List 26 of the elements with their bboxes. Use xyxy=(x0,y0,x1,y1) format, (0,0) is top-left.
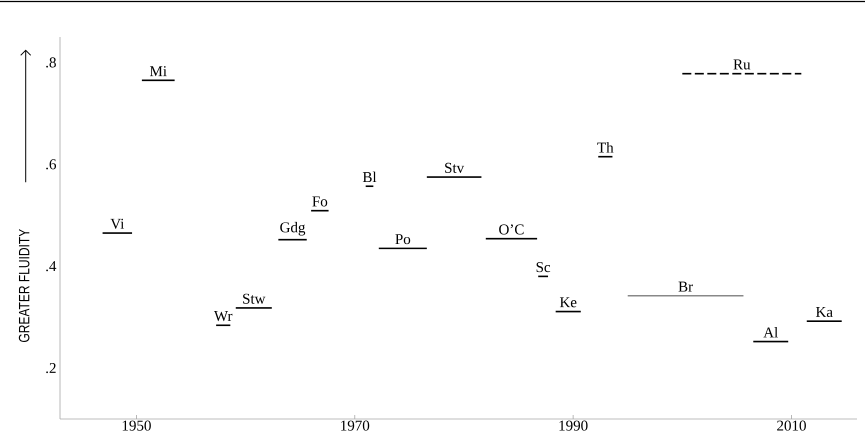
y-axis-title: GREATER FLUIDITY xyxy=(18,229,30,342)
series-label: Bl xyxy=(362,172,376,182)
x-tick-label: 2010 xyxy=(777,420,806,431)
series-label: O’C xyxy=(499,224,524,234)
x-tick-label: 1990 xyxy=(559,420,588,431)
series-label: Ru xyxy=(734,60,750,70)
series-label: Fo xyxy=(312,196,328,206)
series-label: Sc xyxy=(536,262,550,272)
series-label: Po xyxy=(395,234,410,244)
series-label: Stw xyxy=(243,294,266,304)
y-tick-label: .8 xyxy=(46,57,56,68)
y-tick-label: .2 xyxy=(46,363,56,374)
series-label: Al xyxy=(763,326,778,338)
y-tick-label: .6 xyxy=(46,159,56,170)
series-label: Mi xyxy=(150,66,167,76)
series-label: Ka xyxy=(816,307,833,318)
series-label: Gdg xyxy=(280,222,306,236)
series-label: Ke xyxy=(560,297,576,308)
series-label: Stv xyxy=(445,162,464,173)
y-tick-label: .4 xyxy=(46,261,56,272)
x-tick-label: 1950 xyxy=(122,420,151,431)
series-label: Th xyxy=(597,142,614,152)
series-label: Wr xyxy=(214,311,232,322)
series-label: Br xyxy=(678,282,693,292)
x-tick-label: 1970 xyxy=(341,420,370,431)
series-label: Vi xyxy=(110,218,124,229)
